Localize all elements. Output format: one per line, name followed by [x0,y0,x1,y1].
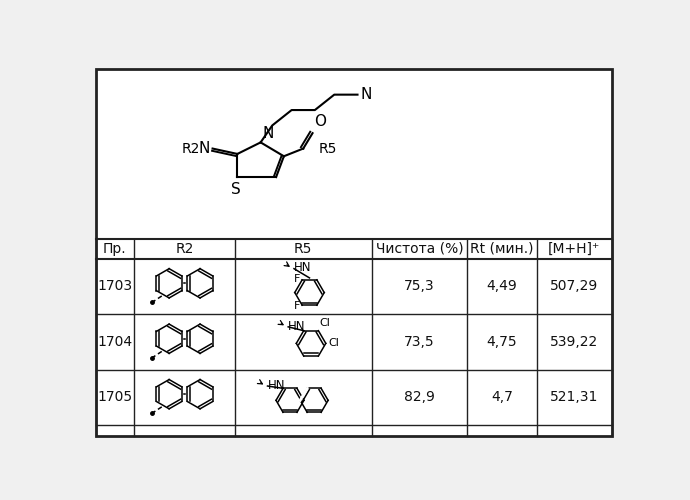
Text: 4,75: 4,75 [486,335,518,349]
Text: R2: R2 [175,242,194,256]
Text: Пр.: Пр. [103,242,127,256]
Text: HN: HN [268,379,285,392]
Text: 1703: 1703 [97,280,132,293]
Text: R2: R2 [181,142,200,156]
Text: 82,9: 82,9 [404,390,435,404]
Text: Cl: Cl [319,318,330,328]
Text: 539,22: 539,22 [550,335,598,349]
Text: 507,29: 507,29 [550,280,598,293]
Text: HN: HN [288,320,306,332]
Text: HN: HN [294,262,311,274]
Text: 4,49: 4,49 [486,280,518,293]
Text: 73,5: 73,5 [404,335,435,349]
Text: R5: R5 [294,242,313,256]
Text: 75,3: 75,3 [404,280,435,293]
Text: F: F [294,301,301,311]
Text: N: N [361,87,372,102]
Text: R5: R5 [319,142,337,156]
Text: 1704: 1704 [97,335,132,349]
Text: Cl: Cl [328,338,339,348]
Text: Чистота (%): Чистота (%) [375,242,463,256]
Text: O: O [314,114,326,130]
Text: Rt (мин.): Rt (мин.) [471,242,534,256]
Text: N: N [199,141,210,156]
Text: 521,31: 521,31 [550,390,598,404]
Text: S: S [231,182,241,198]
Text: [M+H]⁺: [M+H]⁺ [548,242,600,256]
Text: 1705: 1705 [97,390,132,404]
Text: F: F [294,274,301,284]
Text: 4,7: 4,7 [491,390,513,404]
Text: N: N [263,126,275,141]
